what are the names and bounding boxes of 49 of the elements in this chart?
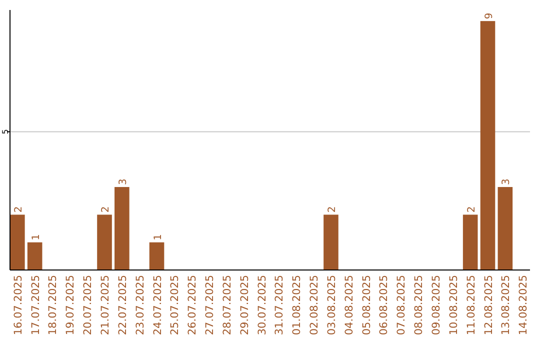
bar xyxy=(462,214,478,270)
x-tick-label: 22.07.2025 xyxy=(116,275,129,336)
data-label: 2 xyxy=(326,206,338,213)
bar xyxy=(10,214,25,270)
x-tick-label: 19.07.2025 xyxy=(64,275,77,336)
x-tick-label: 09.08.2025 xyxy=(430,275,442,336)
bar xyxy=(27,242,42,270)
x-tick-label: 18.07.2025 xyxy=(47,275,60,336)
x-tick-label: 06.08.2025 xyxy=(378,275,390,336)
data-label: 2 xyxy=(13,206,24,213)
bar xyxy=(498,187,513,270)
data-label: 2 xyxy=(100,206,112,213)
data-label: 1 xyxy=(30,234,42,240)
x-tick-label: 28.07.2025 xyxy=(221,275,234,336)
bar xyxy=(149,242,164,270)
data-label: 2 xyxy=(466,206,478,213)
x-tick-label: 17.07.2025 xyxy=(30,275,42,336)
bar xyxy=(114,187,130,270)
y-tick-label: 5 xyxy=(1,129,10,134)
data-label: 3 xyxy=(501,178,512,186)
x-tick-label: 08.08.2025 xyxy=(413,275,426,336)
x-tick-label: 31.07.2025 xyxy=(274,275,286,336)
x-tick-label: 12.08.2025 xyxy=(482,275,495,336)
x-tick-label: 27.07.2025 xyxy=(204,275,216,336)
x-tick-label: 07.08.2025 xyxy=(396,275,408,336)
x-tick-label: 23.07.2025 xyxy=(134,275,146,336)
bar xyxy=(97,214,112,270)
x-tick-label: 13.08.2025 xyxy=(500,275,512,336)
x-tick-label: 24.07.2025 xyxy=(152,275,164,336)
x-tick-label: 20.07.2025 xyxy=(82,275,94,336)
x-tick-label: 21.07.2025 xyxy=(100,275,112,336)
bar xyxy=(480,21,496,270)
x-tick-label: 05.08.2025 xyxy=(360,275,373,336)
x-tick-label: 25.07.2025 xyxy=(169,275,182,336)
data-label: 9 xyxy=(484,12,495,20)
x-tick-label: 04.08.2025 xyxy=(343,275,356,336)
x-tick-label: 29.07.2025 xyxy=(238,275,251,336)
x-tick-label: 26.07.2025 xyxy=(186,275,199,336)
x-tick-label: 16.07.2025 xyxy=(12,275,24,336)
x-tick-label: 01.08.2025 xyxy=(291,275,304,336)
x-tick-label: 14.08.2025 xyxy=(518,275,530,336)
x-tick-label: 30.07.2025 xyxy=(256,275,268,336)
bar xyxy=(324,214,338,270)
data-label: 1 xyxy=(152,234,164,240)
x-tick-label: 11.08.2025 xyxy=(465,275,478,336)
data-label: 3 xyxy=(118,178,129,186)
x-tick-label: 02.08.2025 xyxy=(308,275,321,336)
x-tick-label: 03.08.2025 xyxy=(326,275,338,336)
x-tick-label: 10.08.2025 xyxy=(448,275,460,336)
